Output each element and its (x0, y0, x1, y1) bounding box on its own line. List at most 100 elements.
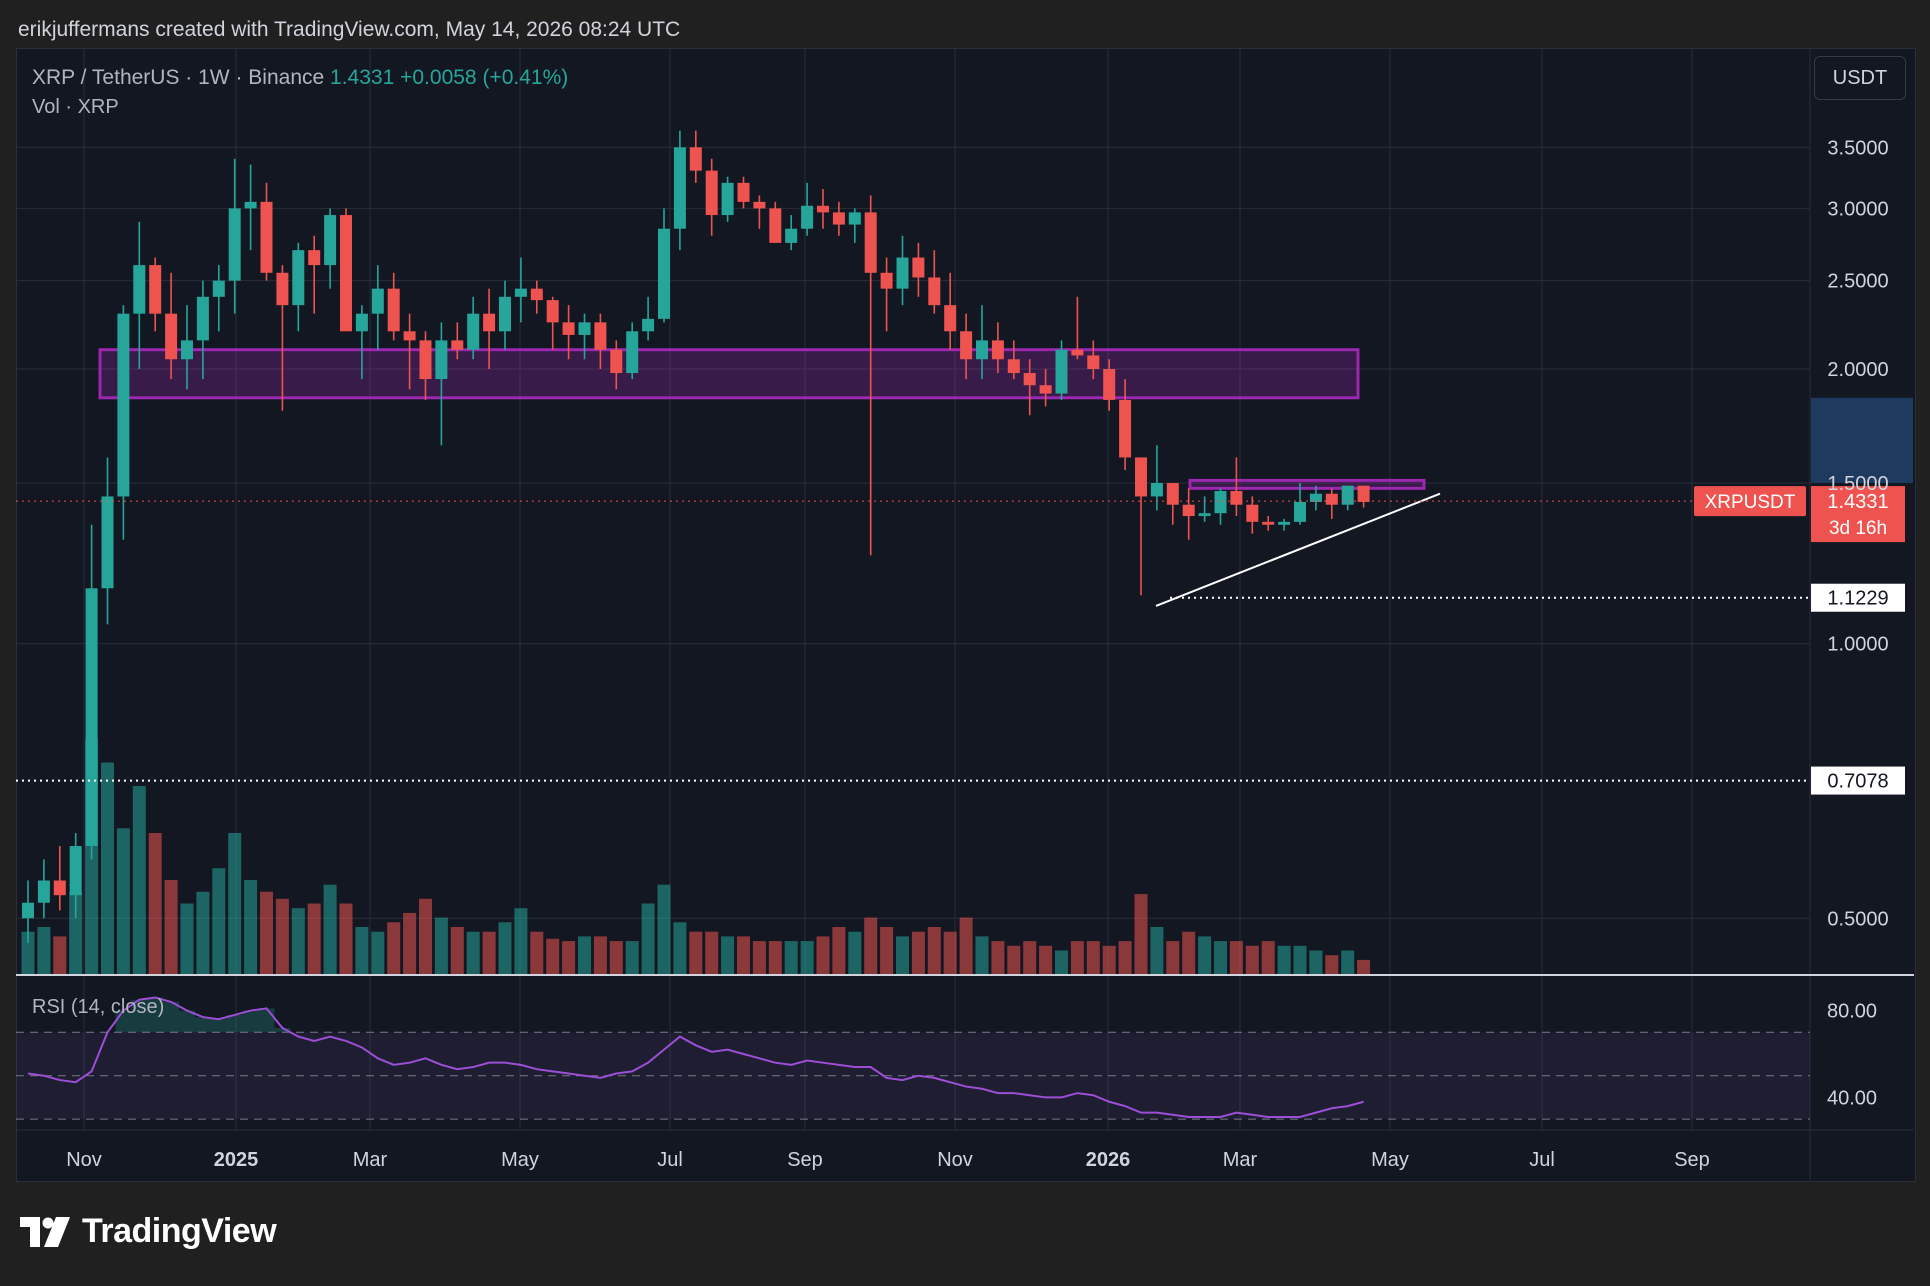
candle-body[interactable] (324, 215, 337, 266)
volume-bar (752, 941, 766, 974)
candle-body[interactable] (737, 182, 750, 202)
candle-body[interactable] (753, 201, 766, 209)
candle-body[interactable] (944, 305, 957, 332)
volume-bar (593, 936, 607, 974)
candle-body[interactable] (340, 215, 352, 332)
candle-body[interactable] (69, 846, 82, 896)
candle-body[interactable] (228, 208, 241, 281)
candle-body[interactable] (1198, 513, 1211, 517)
candle-body[interactable] (1246, 504, 1259, 522)
candle-body[interactable] (403, 331, 416, 341)
candle-body[interactable] (562, 322, 575, 335)
candle-body[interactable] (896, 257, 909, 289)
volume-legend[interactable]: Vol · XRP (32, 96, 119, 118)
candle-body[interactable] (22, 902, 34, 919)
candle-body[interactable] (292, 250, 305, 306)
candle-body[interactable] (801, 205, 814, 229)
candle-body[interactable] (848, 212, 861, 225)
candle-body[interactable] (642, 318, 655, 332)
candle-body[interactable] (1262, 521, 1275, 525)
candle-body[interactable] (817, 205, 829, 213)
candle-body[interactable] (705, 170, 718, 216)
candle-body[interactable] (133, 265, 146, 314)
candle-body[interactable] (1294, 501, 1306, 522)
candle-body[interactable] (1357, 485, 1370, 502)
volume-bar (244, 880, 258, 974)
candle-body[interactable] (514, 288, 527, 297)
candle-body[interactable] (594, 322, 607, 350)
candle-body[interactable] (117, 313, 130, 497)
candle-body[interactable] (483, 313, 496, 332)
candle-body[interactable] (1135, 457, 1147, 497)
currency-button[interactable]: USDT (1814, 56, 1906, 100)
candle-body[interactable] (101, 496, 114, 589)
candle-body[interactable] (864, 212, 877, 273)
candle-body[interactable] (658, 228, 670, 319)
candle-body[interactable] (1071, 349, 1084, 356)
candle-body[interactable] (1039, 385, 1052, 394)
candle-body[interactable] (785, 228, 798, 243)
candle-body[interactable] (1055, 349, 1068, 394)
volume-bar (196, 891, 210, 974)
candle-body[interactable] (387, 288, 400, 332)
candle-body[interactable] (1023, 373, 1036, 386)
candle-body[interactable] (85, 588, 98, 847)
candle-body[interactable] (1150, 483, 1163, 497)
symbol-legend[interactable]: XRP / TetherUS · 1W · Binance 1.4331 +0.… (32, 66, 568, 90)
volume-bar (705, 931, 719, 974)
candle-body[interactable] (1309, 493, 1322, 502)
candle-body[interactable] (546, 300, 559, 323)
candle-body[interactable] (260, 201, 273, 273)
candle-body[interactable] (689, 147, 702, 171)
candle-body[interactable] (991, 340, 1004, 360)
volume-bar (943, 931, 957, 974)
candle-body[interactable] (721, 182, 734, 216)
candle-body[interactable] (276, 272, 289, 306)
candle-body[interactable] (1230, 491, 1243, 505)
candle-body[interactable] (1103, 369, 1116, 400)
tradingview-logo[interactable]: TradingView (20, 1212, 277, 1251)
marker-label-box (1811, 766, 1905, 795)
candle-body[interactable] (578, 322, 591, 335)
candle-body[interactable] (53, 880, 66, 896)
candle-body[interactable] (499, 296, 511, 332)
candle-body[interactable] (467, 313, 480, 350)
candle-body[interactable] (244, 201, 257, 209)
rsi-legend[interactable]: RSI (14, close) (32, 996, 165, 1018)
candle-body[interactable] (419, 340, 432, 380)
candle-body[interactable] (196, 296, 209, 341)
candle-body[interactable] (1182, 504, 1195, 517)
price-tick-label: 3.0000 (1827, 198, 1888, 220)
candle-body[interactable] (451, 340, 464, 350)
candle-body[interactable] (355, 313, 368, 332)
candle-body[interactable] (832, 212, 845, 225)
candle-body[interactable] (610, 349, 623, 374)
candle-body[interactable] (1325, 493, 1338, 505)
candle-body[interactable] (165, 313, 178, 360)
candle-body[interactable] (912, 257, 925, 278)
candle-body[interactable] (673, 147, 686, 229)
candle-body[interactable] (1087, 355, 1100, 370)
candle-body[interactable] (181, 340, 193, 360)
candle-body[interactable] (976, 340, 988, 360)
candle-body[interactable] (530, 288, 543, 301)
candle-body[interactable] (928, 277, 941, 306)
candle-body[interactable] (149, 265, 162, 314)
candle-body[interactable] (1214, 491, 1227, 514)
candle-body[interactable] (371, 288, 384, 314)
candle-body[interactable] (626, 331, 639, 374)
candle-body[interactable] (1278, 521, 1291, 525)
candle-body[interactable] (1166, 483, 1179, 505)
candle-body[interactable] (1119, 399, 1132, 458)
candle-body[interactable] (308, 250, 321, 266)
candle-body[interactable] (212, 280, 225, 297)
candle-body[interactable] (880, 272, 893, 289)
candle-body[interactable] (960, 331, 973, 360)
candle-body[interactable] (37, 880, 50, 903)
candle-body[interactable] (769, 208, 782, 243)
candle-body[interactable] (1341, 485, 1354, 505)
volume-bar (959, 917, 973, 974)
candle-body[interactable] (435, 340, 448, 380)
candle-body[interactable] (1007, 359, 1020, 374)
